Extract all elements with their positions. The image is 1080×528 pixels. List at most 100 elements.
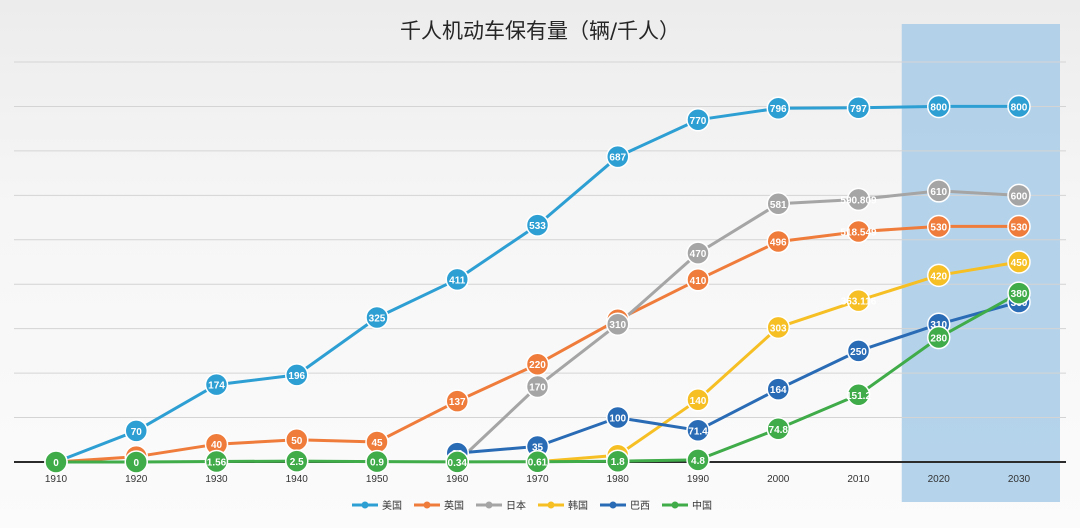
x-tick-label: 2010 [847,474,870,485]
data-label: 796 [770,104,787,115]
data-point [525,374,550,399]
legend-marker [361,501,369,509]
data-point [606,144,630,169]
data-label: 687 [609,153,626,164]
data-label: 0.34 [448,458,468,469]
x-tick-label: 2000 [767,474,790,485]
legend-marker [423,501,431,509]
legend-label: 韩国 [568,499,588,512]
data-point [846,187,871,212]
data-label: 770 [690,116,707,127]
data-point [445,267,469,292]
data-point [285,363,309,387]
data-point [766,192,790,216]
data-label: 310 [609,320,626,331]
data-label: 610 [930,187,947,198]
data-label: 800 [1011,102,1028,113]
x-tick-label: 1980 [607,474,630,485]
data-label: 411 [449,275,466,286]
data-label: 280 [930,334,947,345]
data-point [846,288,871,313]
data-point [365,449,389,474]
data-point [686,108,710,132]
data-point [766,315,790,340]
data-label: 496 [770,238,787,249]
data-point [204,449,229,474]
data-label: 74.8 [769,425,789,436]
data-point [44,450,68,474]
legend-marker [547,501,555,509]
data-label: 600 [1011,191,1028,202]
data-point [1007,281,1031,305]
data-point [124,450,148,474]
data-label: 420 [930,271,947,282]
data-label: 533 [529,221,546,232]
data-label: 410 [690,276,707,287]
data-point [927,179,951,203]
data-point [846,383,871,407]
x-tick-label: 1960 [446,474,469,485]
data-label: 100 [609,414,626,425]
data-label: 470 [690,249,707,260]
x-tick-label: 1970 [526,474,549,485]
legend-marker [609,501,617,509]
data-point [766,417,790,441]
data-label: 303 [770,323,787,334]
x-tick-label: 1990 [687,474,710,485]
data-point [686,418,710,443]
data-label: 196 [288,371,305,382]
data-point [766,377,790,401]
x-tick-label: 2020 [928,474,951,485]
data-label: 581 [770,200,787,211]
x-tick-label: 1920 [125,474,148,485]
data-point [204,372,229,397]
legend-label: 日本 [506,499,526,512]
data-point [606,312,630,336]
legend-marker [485,501,493,509]
series-points: 0701741963254115336877707967978008000124… [44,94,1031,474]
data-point [846,96,871,120]
data-label: 220 [529,360,546,371]
data-point [606,405,630,430]
data-label: 518.549 [840,228,877,239]
data-point [1007,250,1031,274]
data-label: 4.8 [691,456,705,467]
data-label: 325 [369,314,386,325]
data-point [927,94,951,119]
x-tick-label: 2030 [1008,474,1031,485]
legend-label: 巴西 [630,500,650,512]
data-label: 71.4 [688,426,708,437]
data-label: 363.116 [841,297,877,308]
data-label: 174 [208,381,225,392]
data-label: 450 [1011,258,1028,269]
data-point [606,449,630,473]
data-point [927,325,951,350]
legend: 美国 英国 日本 韩国 巴西 中国 [352,499,712,512]
data-point [686,241,710,265]
data-label: 140 [690,396,707,407]
data-point [445,389,469,413]
data-point [846,219,871,244]
data-label: 0.61 [528,458,548,469]
data-label: 137 [449,397,466,408]
x-tick-label: 1930 [205,474,228,485]
data-point [766,229,790,254]
data-label: 0.9 [370,458,384,469]
data-point [525,449,550,474]
data-point [927,214,951,239]
legend-label: 中国 [692,499,712,512]
data-point [124,419,148,443]
data-point [1007,94,1031,119]
forecast-highlight [901,24,1060,502]
data-point [365,305,389,330]
data-point [1007,183,1031,208]
data-label: 50 [291,436,303,447]
data-label: 0 [53,458,59,469]
series-line-日本 [455,189,1021,464]
legend-marker [671,501,679,509]
data-label: 530 [1011,222,1028,233]
data-label: 590.809 [840,195,877,206]
data-label: 35 [532,442,544,453]
data-point [927,263,951,288]
